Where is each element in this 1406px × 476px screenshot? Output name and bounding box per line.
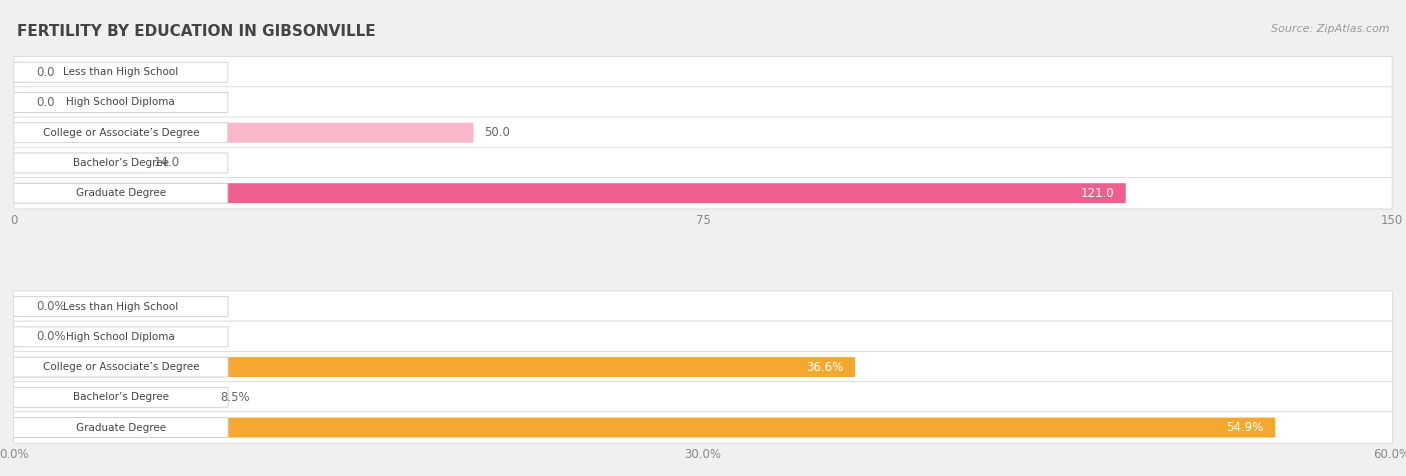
- Text: Graduate Degree: Graduate Degree: [76, 423, 166, 433]
- FancyBboxPatch shape: [14, 62, 228, 82]
- Text: 36.6%: 36.6%: [806, 361, 844, 374]
- Text: Less than High School: Less than High School: [63, 67, 179, 77]
- Text: High School Diploma: High School Diploma: [66, 332, 176, 342]
- FancyBboxPatch shape: [14, 117, 1392, 149]
- FancyBboxPatch shape: [14, 123, 474, 143]
- Text: Bachelor’s Degree: Bachelor’s Degree: [73, 158, 169, 168]
- FancyBboxPatch shape: [14, 57, 1392, 88]
- Text: FERTILITY BY EDUCATION IN GIBSONVILLE: FERTILITY BY EDUCATION IN GIBSONVILLE: [17, 24, 375, 39]
- Text: High School Diploma: High School Diploma: [66, 98, 176, 108]
- FancyBboxPatch shape: [14, 92, 228, 112]
- FancyBboxPatch shape: [14, 412, 1392, 443]
- FancyBboxPatch shape: [14, 351, 1392, 383]
- FancyBboxPatch shape: [14, 387, 228, 407]
- FancyBboxPatch shape: [14, 327, 25, 347]
- Text: 14.0: 14.0: [153, 157, 180, 169]
- Text: Bachelor’s Degree: Bachelor’s Degree: [73, 392, 169, 402]
- FancyBboxPatch shape: [14, 297, 25, 317]
- FancyBboxPatch shape: [14, 123, 228, 143]
- FancyBboxPatch shape: [14, 382, 1392, 413]
- FancyBboxPatch shape: [14, 291, 1392, 322]
- Text: College or Associate’s Degree: College or Associate’s Degree: [42, 128, 200, 138]
- Text: College or Associate’s Degree: College or Associate’s Degree: [42, 362, 200, 372]
- FancyBboxPatch shape: [14, 327, 228, 347]
- Text: Source: ZipAtlas.com: Source: ZipAtlas.com: [1271, 24, 1389, 34]
- Text: 54.9%: 54.9%: [1226, 421, 1264, 434]
- FancyBboxPatch shape: [14, 417, 1275, 437]
- FancyBboxPatch shape: [14, 183, 228, 203]
- FancyBboxPatch shape: [14, 153, 228, 173]
- FancyBboxPatch shape: [14, 92, 25, 112]
- Text: 121.0: 121.0: [1081, 187, 1115, 200]
- FancyBboxPatch shape: [14, 153, 143, 173]
- FancyBboxPatch shape: [14, 297, 228, 317]
- FancyBboxPatch shape: [14, 147, 1392, 178]
- Text: 0.0%: 0.0%: [35, 330, 66, 343]
- Text: 0.0: 0.0: [35, 66, 55, 79]
- FancyBboxPatch shape: [14, 183, 1126, 203]
- Text: Graduate Degree: Graduate Degree: [76, 188, 166, 198]
- FancyBboxPatch shape: [14, 178, 1392, 209]
- FancyBboxPatch shape: [14, 87, 1392, 118]
- Text: 50.0: 50.0: [485, 126, 510, 139]
- Text: 0.0: 0.0: [35, 96, 55, 109]
- FancyBboxPatch shape: [14, 417, 228, 437]
- FancyBboxPatch shape: [14, 62, 25, 82]
- FancyBboxPatch shape: [14, 357, 855, 377]
- Text: 8.5%: 8.5%: [221, 391, 250, 404]
- FancyBboxPatch shape: [14, 357, 228, 377]
- Text: Less than High School: Less than High School: [63, 302, 179, 312]
- FancyBboxPatch shape: [14, 321, 1392, 353]
- FancyBboxPatch shape: [14, 387, 209, 407]
- Text: 0.0%: 0.0%: [35, 300, 66, 313]
